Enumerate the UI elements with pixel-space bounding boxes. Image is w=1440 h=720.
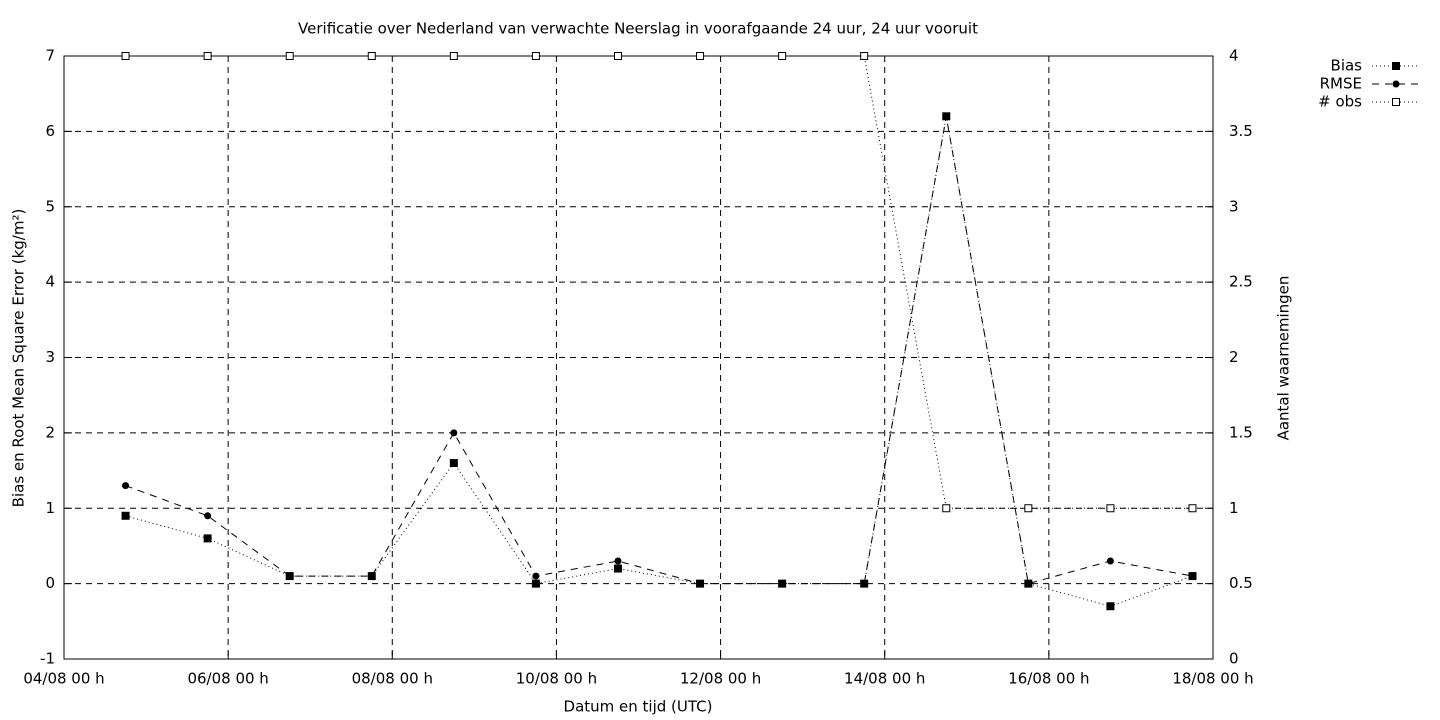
data-point: [203, 534, 212, 543]
y-tick-label: 5: [45, 197, 55, 215]
y2-tick-label: 4: [1229, 47, 1239, 65]
legend-label: Bias: [1331, 57, 1363, 75]
legend-label: RMSE: [1320, 75, 1362, 93]
legend-label: # obs: [1318, 93, 1362, 111]
data-point: [286, 572, 294, 580]
data-point: [778, 580, 786, 588]
y-tick-label: 2: [45, 423, 55, 441]
legend-marker: [1392, 62, 1400, 70]
data-point: [367, 52, 376, 60]
x-tick-label: 06/08 00 h: [187, 670, 268, 688]
data-point: [696, 580, 704, 588]
y-tick-label: -1: [40, 650, 55, 668]
x-tick-label: 04/08 00 h: [23, 670, 104, 688]
y2-tick-label: 1: [1229, 499, 1239, 517]
data-point: [1188, 572, 1196, 580]
data-point: [449, 459, 458, 468]
y2-tick-label: 3.5: [1229, 122, 1253, 140]
legend-marker: [1392, 98, 1400, 106]
data-point: [1024, 504, 1033, 513]
data-point: [121, 52, 130, 60]
x-tick-label: 14/08 00 h: [844, 670, 925, 688]
data-point: [613, 564, 622, 573]
data-point: [1106, 504, 1115, 513]
data-point: [450, 429, 458, 437]
data-point: [121, 511, 130, 520]
x-tick-label: 18/08 00 h: [1172, 670, 1253, 688]
data-point: [368, 572, 376, 580]
data-point: [122, 482, 130, 490]
y-tick-label: 6: [45, 122, 55, 140]
y2-tick-label: 0.5: [1229, 574, 1253, 592]
series-line: [125, 116, 1193, 585]
data-point: [696, 52, 705, 60]
y2-tick-label: 2.5: [1229, 273, 1253, 291]
data-point: [449, 52, 458, 60]
y-axis-label: Bias en Root Mean Square Error (kg/m²): [10, 209, 28, 508]
y-tick-label: 3: [45, 348, 55, 366]
x-tick-label: 08/08 00 h: [352, 670, 433, 688]
data-point: [531, 52, 540, 60]
y2-tick-label: 0: [1229, 650, 1239, 668]
x-tick-label: 16/08 00 h: [1008, 670, 1089, 688]
data-point: [860, 52, 869, 60]
x-tick-label: 10/08 00 h: [516, 670, 597, 688]
data-point: [613, 52, 622, 60]
y2-tick-label: 3: [1229, 197, 1239, 215]
y-tick-label: 1: [45, 499, 55, 517]
data-point: [204, 512, 212, 520]
data-point: [1024, 580, 1032, 588]
data-point: [1106, 557, 1114, 565]
legend-marker: [1392, 80, 1400, 88]
data-point: [531, 579, 540, 588]
data-point: [614, 557, 622, 565]
data-point: [1106, 602, 1115, 611]
y2-tick-label: 1.5: [1229, 423, 1253, 441]
y-tick-label: 4: [45, 273, 55, 291]
data-point: [285, 52, 294, 60]
chart-title: Verificatie over Nederland van verwachte…: [298, 20, 978, 38]
x-axis-label: Datum en tijd (UTC): [564, 698, 713, 716]
y2-axis-label: Aantal waarnemingen: [1275, 276, 1293, 441]
data-point: [778, 52, 787, 60]
x-tick-label: 12/08 00 h: [680, 670, 761, 688]
data-point: [203, 52, 212, 60]
data-point: [532, 572, 540, 580]
y-tick-label: 0: [45, 574, 55, 592]
data-point: [942, 112, 950, 120]
series-line: [125, 116, 1193, 607]
y2-tick-label: 2: [1229, 348, 1239, 366]
data-point: [1188, 504, 1197, 513]
data-point: [942, 504, 951, 513]
data-point: [860, 580, 868, 588]
y-tick-label: 7: [45, 47, 55, 65]
